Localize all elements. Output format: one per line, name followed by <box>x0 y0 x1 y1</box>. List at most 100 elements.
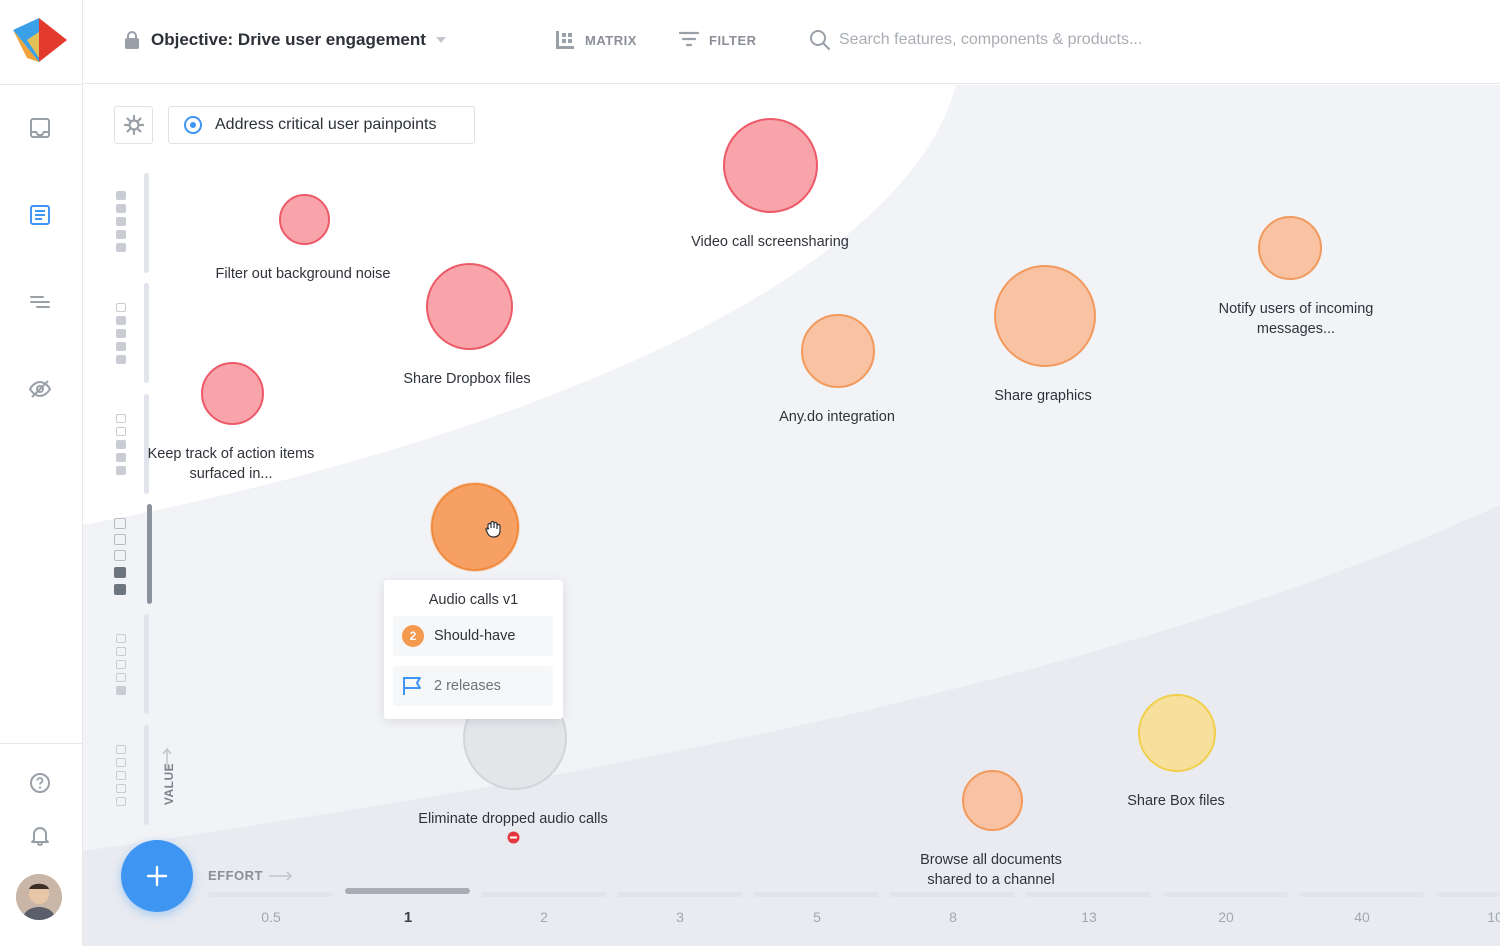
value-axis-label: VALUE <box>157 747 177 827</box>
effort-tick: 8 <box>949 909 957 925</box>
value-square <box>116 673 126 682</box>
effort-segment-20[interactable] <box>1163 892 1288 897</box>
feature-bubble[interactable] <box>1138 694 1216 772</box>
effort-segment-40[interactable] <box>1299 892 1424 897</box>
effort-segment-13[interactable] <box>1026 892 1151 897</box>
feature-bubble[interactable] <box>723 118 818 213</box>
value-level-bar <box>144 173 149 273</box>
feature-label: Filter out background noise <box>215 266 391 282</box>
value-square <box>116 647 126 656</box>
effort-tick: 100 <box>1487 909 1500 925</box>
eye-off-icon <box>28 380 52 398</box>
effort-segment-100[interactable] <box>1436 892 1500 897</box>
feature-bubble[interactable] <box>201 362 264 425</box>
value-square <box>116 230 126 239</box>
caret-down-icon <box>435 37 446 43</box>
rail-help-button[interactable] <box>24 767 56 799</box>
matrix-settings-button[interactable] <box>114 106 153 144</box>
blocked-icon <box>507 831 519 844</box>
search-input[interactable] <box>839 31 1199 49</box>
rail-inbox-button[interactable] <box>24 112 56 144</box>
feature-label: Any.do integration <box>779 409 895 425</box>
app-logo[interactable] <box>13 18 67 62</box>
feature-label: Eliminate dropped audio calls <box>418 809 608 849</box>
effort-tick: 0.5 <box>261 909 281 925</box>
top-bar: Objective: Drive user engagement MATRIX … <box>83 0 1500 84</box>
value-level-bar <box>144 283 149 383</box>
effort-axis-label: EFFORT <box>208 868 293 883</box>
feature-bubble[interactable] <box>426 263 513 350</box>
feature-bubble-selected[interactable] <box>431 483 519 571</box>
value-square <box>116 217 126 226</box>
value-square <box>116 342 126 351</box>
user-avatar[interactable] <box>16 874 62 920</box>
value-square <box>116 303 126 312</box>
effort-segment-8[interactable] <box>890 892 1015 897</box>
effort-segment-1[interactable] <box>345 888 470 894</box>
value-square <box>116 771 126 780</box>
inbox-icon <box>30 118 50 138</box>
goal-label: Address critical user painpoints <box>215 116 437 133</box>
feature-bubble[interactable] <box>801 314 875 388</box>
left-rail <box>0 0 83 946</box>
priority-row[interactable]: 2 Should-have <box>393 616 553 656</box>
flag-icon <box>403 677 421 695</box>
lock-icon <box>125 31 139 49</box>
matrix-label: MATRIX <box>585 32 637 48</box>
roadmap-lines-icon <box>30 296 50 308</box>
value-square <box>116 204 126 213</box>
value-square <box>116 784 126 793</box>
feature-label: Share Box files <box>1127 793 1225 809</box>
releases-row[interactable]: 2 releases <box>393 666 553 706</box>
objective-selector[interactable]: Objective: Drive user engagement <box>123 26 446 54</box>
rail-insights-button[interactable] <box>24 373 56 405</box>
grab-hand-icon <box>485 520 501 538</box>
value-square <box>116 466 126 475</box>
matrix-view-button[interactable]: MATRIX <box>555 28 637 52</box>
feature-bubble[interactable] <box>1258 216 1322 280</box>
feature-bubble[interactable] <box>962 770 1023 831</box>
search-bar <box>809 26 1209 54</box>
plus-icon <box>146 865 168 887</box>
filter-label: FILTER <box>709 32 757 48</box>
rail-roadmap-button[interactable] <box>24 286 56 318</box>
feature-label: Share Dropbox files <box>403 371 531 387</box>
avatar-portrait-icon <box>16 874 62 920</box>
value-square <box>116 414 126 423</box>
value-square <box>116 797 126 806</box>
effort-tick: 5 <box>813 909 821 925</box>
feature-label: Notify users of incoming messages... <box>1218 301 1374 337</box>
filter-button[interactable]: FILTER <box>679 28 757 52</box>
matrix-grid-icon <box>556 31 574 49</box>
value-square <box>116 316 126 325</box>
value-square <box>116 329 126 338</box>
effort-segment-5[interactable] <box>754 892 879 897</box>
effort-segment-0-5[interactable] <box>208 892 333 897</box>
effort-segment-2[interactable] <box>481 892 606 897</box>
effort-segment-3[interactable] <box>617 892 742 897</box>
value-square <box>116 243 126 252</box>
value-square <box>116 440 126 449</box>
value-square <box>116 660 126 669</box>
rail-features-button[interactable] <box>24 199 56 231</box>
add-feature-button[interactable] <box>121 840 193 912</box>
effort-tick: 13 <box>1081 909 1097 925</box>
arrow-right-icon <box>269 870 293 881</box>
effort-tick: 1 <box>403 909 413 926</box>
priority-badge: 2 <box>402 625 424 647</box>
rail-divider <box>0 84 83 85</box>
document-list-icon <box>30 205 50 225</box>
feature-bubble[interactable] <box>279 194 330 245</box>
effort-axis-text: EFFORT <box>208 868 263 883</box>
effort-tick: 20 <box>1218 909 1234 925</box>
goal-selector[interactable]: Address critical user painpoints <box>168 106 475 144</box>
value-square <box>114 567 126 578</box>
feature-bubble[interactable] <box>994 265 1096 367</box>
feature-tooltip: Audio calls v1 2 Should-have 2 releases <box>384 580 563 719</box>
rail-notifications-button[interactable] <box>24 819 56 851</box>
releases-label: 2 releases <box>434 678 501 694</box>
value-square <box>116 634 126 643</box>
value-square <box>116 686 126 695</box>
objective-title: Objective: Drive user engagement <box>151 30 426 49</box>
prioritization-matrix: Address critical user painpoints <box>83 85 1500 946</box>
